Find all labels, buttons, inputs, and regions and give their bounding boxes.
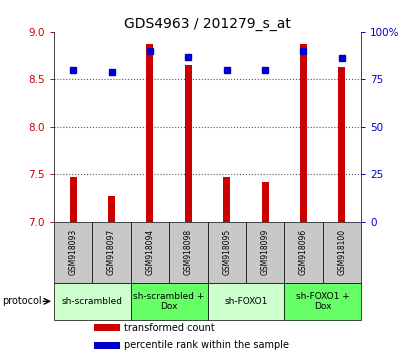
Bar xyxy=(94,342,120,349)
Text: sh-scrambled: sh-scrambled xyxy=(62,297,123,306)
Bar xyxy=(223,177,230,222)
Bar xyxy=(300,44,307,222)
Text: GSM918093: GSM918093 xyxy=(68,229,78,275)
Text: sh-FOXO1: sh-FOXO1 xyxy=(224,297,268,306)
Bar xyxy=(54,222,92,283)
Bar xyxy=(94,324,120,331)
Bar xyxy=(246,222,284,283)
Bar xyxy=(54,283,131,320)
Text: percentile rank within the sample: percentile rank within the sample xyxy=(124,340,289,350)
Text: transformed count: transformed count xyxy=(124,322,215,332)
Title: GDS4963 / 201279_s_at: GDS4963 / 201279_s_at xyxy=(124,17,291,31)
Text: GSM918098: GSM918098 xyxy=(184,229,193,275)
Bar xyxy=(108,196,115,222)
Bar xyxy=(284,222,323,283)
Text: GSM918096: GSM918096 xyxy=(299,229,308,275)
Text: sh-scrambled +
Dox: sh-scrambled + Dox xyxy=(134,292,205,311)
Bar xyxy=(131,222,169,283)
Text: sh-FOXO1 +
Dox: sh-FOXO1 + Dox xyxy=(296,292,349,311)
Text: GSM918099: GSM918099 xyxy=(261,229,270,275)
Bar xyxy=(185,65,192,222)
Bar xyxy=(169,222,208,283)
Bar xyxy=(338,67,345,222)
Text: protocol: protocol xyxy=(2,296,42,306)
Bar xyxy=(208,222,246,283)
Bar xyxy=(93,222,131,283)
Text: GSM918097: GSM918097 xyxy=(107,229,116,275)
Bar xyxy=(208,283,284,320)
Bar xyxy=(131,283,208,320)
Text: GSM918095: GSM918095 xyxy=(222,229,231,275)
Bar xyxy=(146,44,154,222)
Bar xyxy=(323,222,361,283)
Text: GSM918100: GSM918100 xyxy=(337,229,347,275)
Bar xyxy=(261,182,269,222)
Bar xyxy=(70,177,77,222)
Text: GSM918094: GSM918094 xyxy=(145,229,154,275)
Bar xyxy=(284,283,361,320)
